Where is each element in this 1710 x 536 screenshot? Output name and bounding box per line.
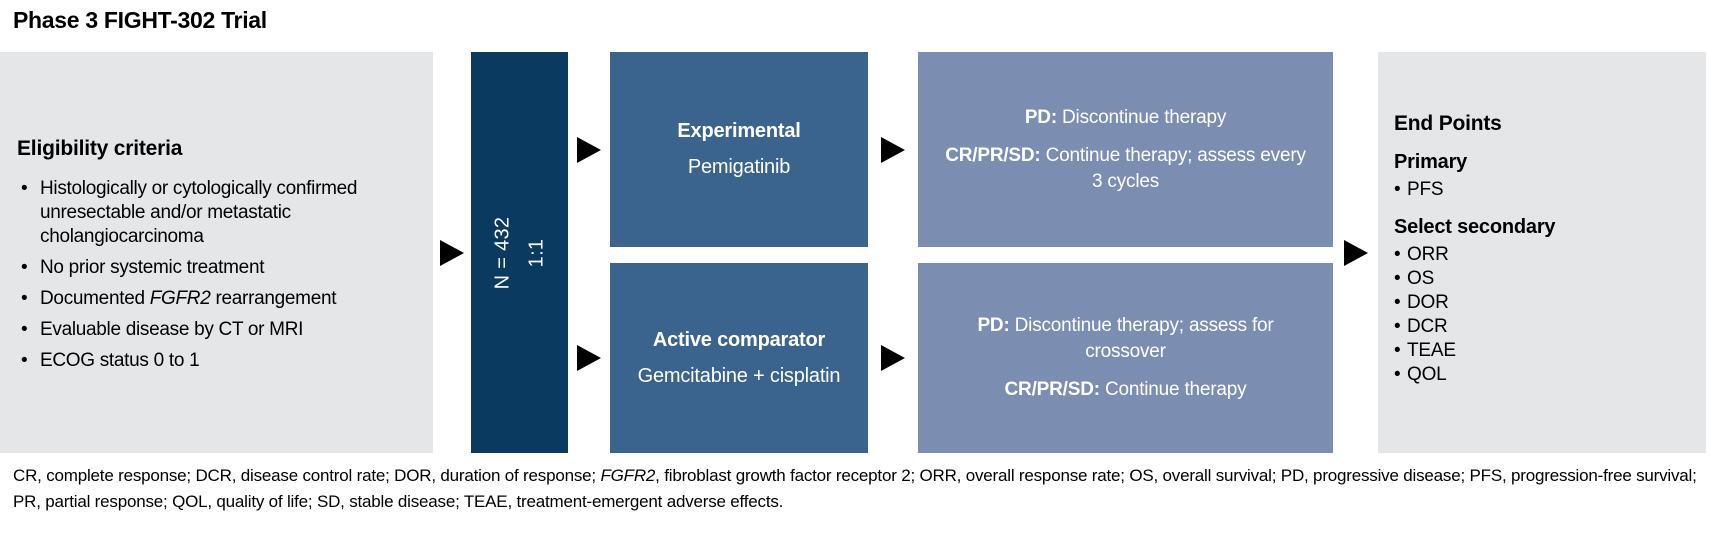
eligibility-to-randomization-arrow-icon [440,239,464,266]
eligibility-item: Evaluable disease by CT or MRI [17,318,407,342]
comparator-arm-box: Active comparator Gemcitabine + cisplati… [610,263,868,453]
eligibility-item: Histologically or cytologically confirme… [17,177,407,249]
arrow-column [433,52,471,453]
experimental-to-outcome-arrow-icon [881,136,905,163]
secondary-endpoints-list: ORR OS DOR DCR TEAE QOL [1394,243,1688,387]
endpoint-item: PFS [1394,178,1688,202]
comparator-arm-drug: Gemcitabine + cisplatin [637,364,841,387]
endpoint-item: OS [1394,267,1688,291]
experimental-arm-title: Experimental [677,120,801,142]
randomization-to-experimental-arrow-icon [577,136,601,163]
randomization-box: N = 432 1:1 [471,52,568,453]
endpoints-box: End Points Primary PFS Select secondary … [1378,52,1706,453]
randomization-ratio: 1:1 [525,238,548,267]
comparator-to-outcome-arrow-icon [881,345,905,371]
arrow-column [868,52,918,453]
randomization-n: N = 432 [491,216,514,289]
response-rule: CR/PR/SD: Continue therapy; assess every… [945,144,1306,192]
outcomes-to-endpoints-arrow-icon [1343,239,1368,266]
eligibility-item: Documented FGFR2 rearrangement [17,287,407,311]
randomization-to-comparator-arrow-icon [577,345,601,371]
endpoint-item: QOL [1394,363,1688,387]
experimental-arm-box: Experimental Pemigatinib [610,52,868,247]
endpoint-item: DOR [1394,291,1688,315]
primary-endpoints-heading: Primary [1394,151,1468,173]
gene-name: FGFR2 [149,288,211,309]
eligibility-item: ECOG status 0 to 1 [17,349,407,373]
endpoints-heading: End Points [1394,112,1502,135]
outcomes-column: PD: Discontinue therapy CR/PR/SD: Contin… [918,52,1333,453]
pd-rule: PD: Discontinue therapy [1024,106,1227,128]
randomization-label: N = 432 1:1 [486,216,554,289]
eligibility-heading: Eligibility criteria [17,137,183,160]
primary-endpoints-list: PFS [1394,178,1688,202]
endpoint-item: TEAE [1394,339,1688,363]
response-rule: CR/PR/SD: Continue therapy [1004,379,1247,400]
endpoint-item: DCR [1394,315,1688,339]
secondary-endpoints-heading: Select secondary [1394,216,1556,238]
eligibility-box: Eligibility criteria Histologically or c… [0,52,433,453]
comparator-arm-title: Active comparator [652,328,826,351]
arrow-column [1333,52,1378,453]
arms-column: Experimental Pemigatinib Active comparat… [610,52,868,453]
arrow-column [568,52,610,453]
endpoint-item: ORR [1394,243,1688,267]
trial-flow-diagram: Eligibility criteria Histologically or c… [0,52,1706,453]
eligibility-item: No prior systemic treatment [17,256,407,280]
page-title: Phase 3 FIGHT-302 Trial [13,7,267,33]
experimental-outcome-box: PD: Discontinue therapy CR/PR/SD: Contin… [918,52,1333,247]
pd-rule: PD: Discontinue therapy; assess for cros… [977,315,1274,362]
experimental-arm-drug: Pemigatinib [687,156,791,178]
eligibility-list: Histologically or cytologically confirme… [17,177,407,373]
gene-name: FGFR2 [600,466,656,485]
comparator-outcome-box: PD: Discontinue therapy; assess for cros… [918,263,1333,453]
abbreviations-footnote: CR, complete response; DCR, disease cont… [13,466,1697,511]
